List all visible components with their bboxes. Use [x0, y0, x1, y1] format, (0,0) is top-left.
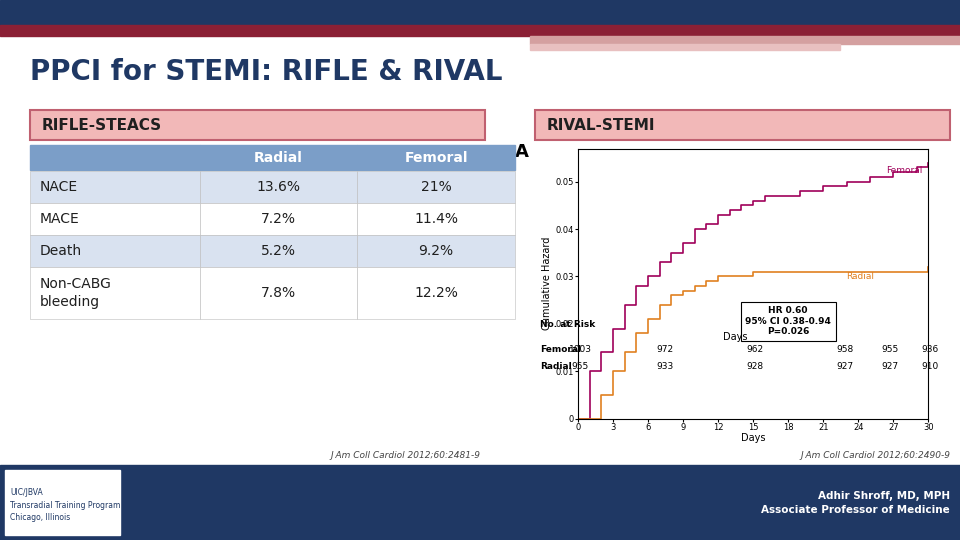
Bar: [0, 25, 960, 36]
Text: No. at Risk: No. at Risk: [540, 320, 595, 329]
Bar: [30, 235, 200, 267]
Text: 12.2%: 12.2%: [414, 286, 458, 300]
Bar: [200, 235, 357, 267]
FancyBboxPatch shape: [535, 110, 950, 140]
Text: HR 0.60
95% CI 0.38-0.94
P=0.026: HR 0.60 95% CI 0.38-0.94 P=0.026: [745, 306, 831, 336]
Text: 910: 910: [922, 362, 939, 371]
FancyBboxPatch shape: [30, 110, 485, 140]
Text: Femoral: Femoral: [540, 345, 581, 354]
Text: RIFLE-STEACS: RIFLE-STEACS: [42, 118, 162, 132]
Text: 927: 927: [836, 362, 853, 371]
Text: 962: 962: [747, 345, 763, 354]
Text: 11.4%: 11.4%: [414, 212, 458, 226]
Text: 6: 6: [939, 4, 950, 22]
Text: Radial: Radial: [847, 272, 875, 281]
Text: 1003: 1003: [568, 345, 591, 354]
Text: NACE: NACE: [40, 180, 78, 194]
Text: 13.6%: 13.6%: [256, 180, 300, 194]
Text: PPCI for STEMI: RIFLE & RIVAL: PPCI for STEMI: RIFLE & RIVAL: [30, 58, 502, 86]
Bar: [30, 203, 200, 235]
Text: Non-CABG
bleeding: Non-CABG bleeding: [40, 278, 112, 309]
Bar: [5, 470, 120, 535]
Bar: [357, 145, 515, 170]
Text: Femoral: Femoral: [886, 166, 923, 174]
Text: 7.2%: 7.2%: [261, 212, 296, 226]
Text: 958: 958: [836, 345, 853, 354]
Bar: [357, 203, 515, 235]
Bar: [530, 44, 840, 50]
Text: Days: Days: [723, 332, 747, 342]
Y-axis label: Cumulative Hazard: Cumulative Hazard: [542, 237, 552, 330]
Bar: [357, 235, 515, 267]
Text: Femoral: Femoral: [404, 151, 468, 165]
Bar: [0, 465, 960, 540]
Text: 936: 936: [922, 345, 939, 354]
Text: UIC/JBVA
Transradial Training Program
Chicago, Illinois: UIC/JBVA Transradial Training Program Ch…: [10, 488, 120, 522]
Bar: [530, 36, 960, 44]
Bar: [0, 0, 960, 25]
Text: 927: 927: [881, 362, 899, 371]
Bar: [200, 171, 357, 203]
Text: Radial: Radial: [540, 362, 572, 371]
Text: Adhir Shroff, MD, MPH
Associate Professor of Medicine: Adhir Shroff, MD, MPH Associate Professo…: [761, 491, 950, 515]
Text: J Am Coll Cardiol 2012;60:2481-9: J Am Coll Cardiol 2012;60:2481-9: [330, 450, 480, 460]
Bar: [357, 267, 515, 319]
Bar: [30, 145, 200, 170]
Text: MACE: MACE: [40, 212, 80, 226]
Text: 955: 955: [571, 362, 588, 371]
Text: 928: 928: [747, 362, 763, 371]
Text: J Am Coll Cardiol 2012;60:2490-9: J Am Coll Cardiol 2012;60:2490-9: [800, 450, 950, 460]
Bar: [200, 203, 357, 235]
Text: Radial: Radial: [254, 151, 303, 165]
Text: 5.2%: 5.2%: [261, 244, 296, 258]
Text: 972: 972: [657, 345, 674, 354]
Text: 9.2%: 9.2%: [419, 244, 453, 258]
Bar: [30, 267, 200, 319]
X-axis label: Days: Days: [741, 433, 765, 443]
Bar: [357, 171, 515, 203]
Text: Death: Death: [40, 244, 83, 258]
Text: 21%: 21%: [420, 180, 451, 194]
Bar: [200, 145, 357, 170]
Text: 955: 955: [881, 345, 899, 354]
Text: RIVAL-STEMI: RIVAL-STEMI: [547, 118, 656, 132]
Text: A: A: [515, 143, 529, 161]
Bar: [30, 171, 200, 203]
Bar: [200, 267, 357, 319]
Text: 933: 933: [657, 362, 674, 371]
Text: 7.8%: 7.8%: [261, 286, 296, 300]
